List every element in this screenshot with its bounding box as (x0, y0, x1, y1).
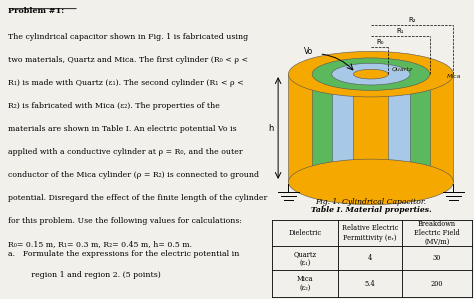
Text: Dielectric: Dielectric (288, 229, 321, 237)
Text: 4: 4 (368, 254, 372, 262)
Text: Quartz: Quartz (391, 66, 412, 71)
Ellipse shape (288, 159, 453, 205)
Text: Table I. Material properties.: Table I. Material properties. (310, 206, 431, 214)
Text: Mica
(ε₂): Mica (ε₂) (297, 275, 313, 292)
Text: conductor of the Mica cylinder (ρ = R₂) is connected to ground: conductor of the Mica cylinder (ρ = R₂) … (8, 171, 259, 179)
Text: potential. Disregard the effect of the finite length of the cylinder: potential. Disregard the effect of the f… (8, 194, 267, 202)
Text: R₂) is fabricated with Mica (ε₂). The properties of the: R₂) is fabricated with Mica (ε₂). The pr… (8, 102, 220, 110)
Text: Vo: Vo (304, 47, 313, 56)
Text: h: h (269, 123, 274, 132)
Text: applied with a conductive cylinder at ρ = R₀, and the outer: applied with a conductive cylinder at ρ … (8, 148, 243, 156)
Text: 30: 30 (433, 254, 441, 262)
Text: Mica: Mica (447, 74, 462, 79)
Text: region 1 and region 2. (5 points): region 1 and region 2. (5 points) (8, 271, 161, 279)
Ellipse shape (332, 63, 410, 85)
Text: Relative Electric
Permittivity (eᵣ): Relative Electric Permittivity (eᵣ) (342, 224, 398, 242)
Polygon shape (354, 74, 388, 182)
Text: a. Formulate the expressions for the electric potential in: a. Formulate the expressions for the ele… (8, 251, 239, 258)
Text: for this problem. Use the following values for calculations:: for this problem. Use the following valu… (8, 217, 242, 225)
Text: R₁) is made with Quartz (ε₁). The second cylinder (R₁ < ρ <: R₁) is made with Quartz (ε₁). The second… (8, 79, 244, 87)
Text: The cylindrical capacitor shown in Fig. 1 is fabricated using: The cylindrical capacitor shown in Fig. … (8, 33, 248, 41)
Text: Breakdown
Electric Field
(MV/m): Breakdown Electric Field (MV/m) (414, 220, 460, 246)
Text: 5.4: 5.4 (365, 280, 375, 288)
Polygon shape (288, 74, 453, 182)
Ellipse shape (288, 51, 453, 97)
Text: R₀: R₀ (376, 39, 383, 45)
Text: two materials, Quartz and Mica. The first cylinder (R₀ < ρ <: two materials, Quartz and Mica. The firs… (8, 56, 248, 64)
Text: materials are shown in Table I. An electric potential Vo is: materials are shown in Table I. An elect… (8, 125, 237, 133)
Text: Fig. 1. Cylindrical Capacitor.: Fig. 1. Cylindrical Capacitor. (315, 198, 427, 206)
Polygon shape (312, 74, 429, 182)
Text: R₂: R₂ (408, 17, 416, 23)
Ellipse shape (312, 58, 429, 90)
Text: R₁: R₁ (397, 28, 404, 34)
Polygon shape (332, 74, 410, 182)
Text: Quartz
(ε₁): Quartz (ε₁) (293, 250, 317, 267)
Ellipse shape (354, 69, 388, 79)
Text: Problem #1:: Problem #1: (8, 7, 64, 16)
Text: 200: 200 (431, 280, 443, 288)
Text: R₀= 0.15 m, R₁= 0.3 m, R₂= 0.45 m, h= 0.5 m.: R₀= 0.15 m, R₁= 0.3 m, R₂= 0.45 m, h= 0.… (8, 240, 192, 248)
